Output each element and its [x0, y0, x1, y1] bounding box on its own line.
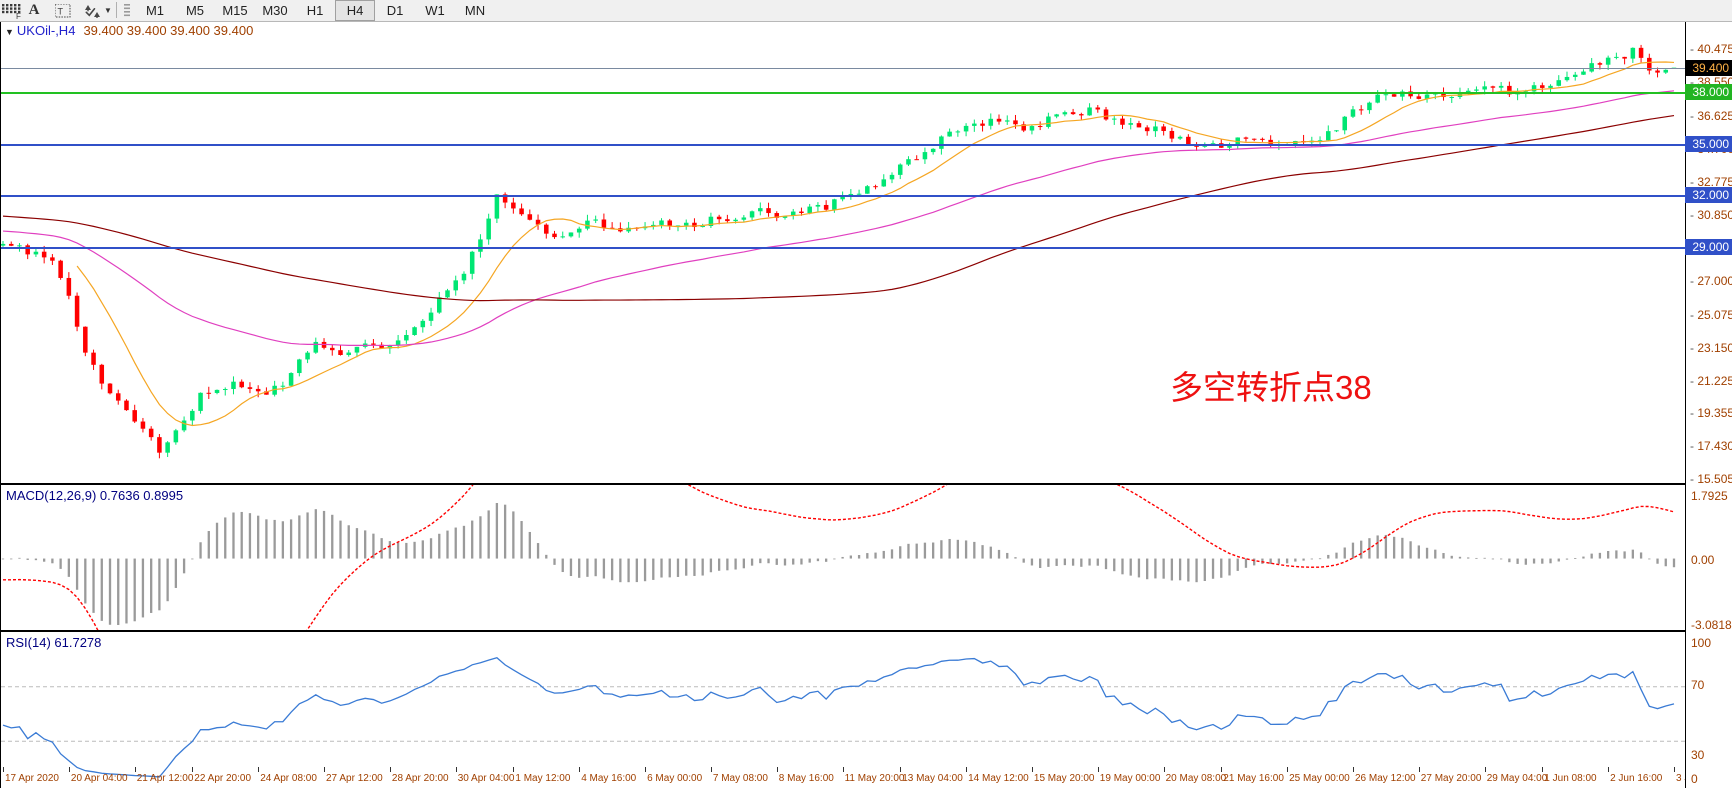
svg-text:F: F: [16, 12, 21, 19]
svg-text:T: T: [58, 6, 64, 16]
